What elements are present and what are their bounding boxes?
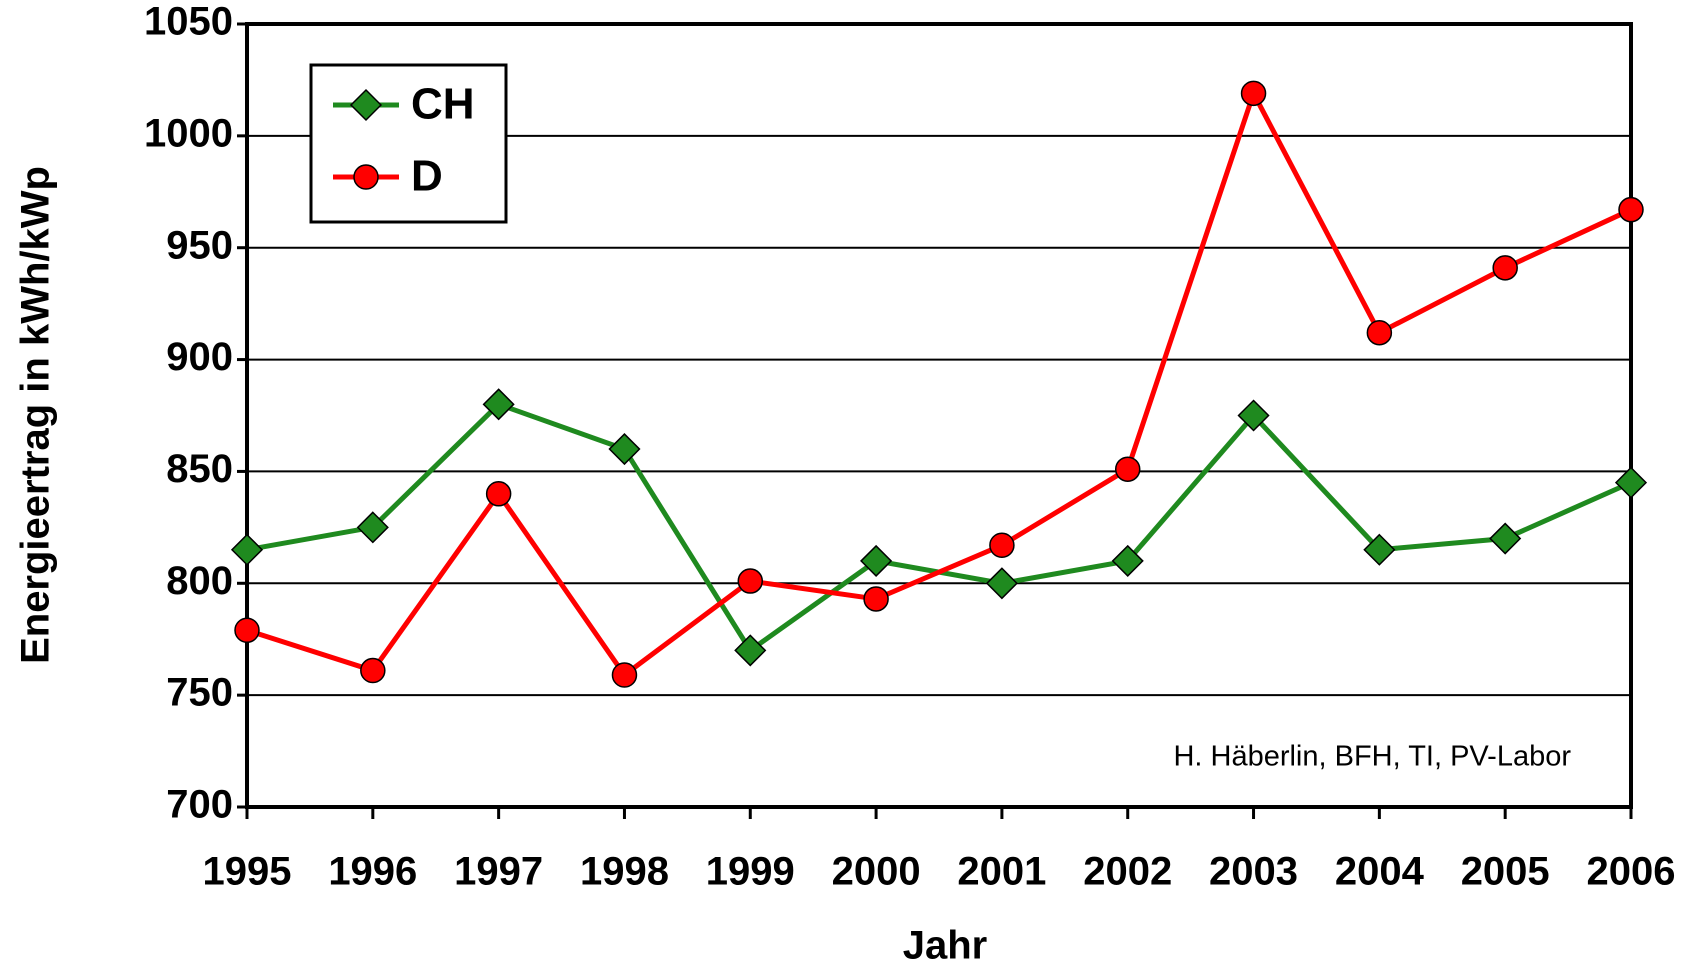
x-tick-label: 1997 [454,850,543,894]
data-point [1237,399,1270,432]
x-tick-label: 1998 [580,850,669,894]
data-point [356,511,389,544]
data-point [1614,466,1648,499]
data-point [1363,533,1396,566]
x-tick-label: 2002 [1083,850,1172,894]
legend-marker [349,88,383,122]
data-point [734,634,767,667]
data-point [230,533,264,566]
data-point [863,586,889,612]
series-line [246,401,1633,654]
data-point [360,657,386,684]
data-point [1618,196,1644,223]
legend-label: D [411,152,443,201]
y-tick-label: 900 [166,335,233,379]
data-point [985,567,1018,600]
x-tick-label: 2003 [1209,850,1298,894]
data-point [1366,319,1393,346]
plot-frame [245,22,1633,809]
y-axis-label: Energieertrag in kWh/kWp [14,166,58,664]
data-point [482,388,515,421]
y-tick-label: 700 [166,783,233,827]
x-tick-label: 2006 [1587,850,1676,894]
data-point [1240,80,1267,107]
data-point [989,532,1015,559]
x-tick-label: 2000 [832,850,921,894]
y-tick-label: 850 [166,447,233,491]
y-tick-label: 750 [166,671,233,715]
y-tick-label: 800 [166,559,233,603]
x-axis-label: Jahr [903,924,988,961]
y-tick-label: 1050 [144,0,233,44]
y-tick-label: 950 [166,223,233,267]
data-point [1111,544,1144,577]
data-point [860,544,893,577]
x-tick-label: 2005 [1461,850,1550,894]
legend-box [309,63,508,224]
data-point [485,481,512,507]
data-point [1492,255,1518,281]
data-point [608,432,641,466]
data-point [611,662,638,688]
data-point [737,568,764,594]
x-tick-label: 1995 [203,850,292,894]
series-line [246,87,1633,679]
x-tick-label: 2004 [1335,850,1425,894]
data-point [1489,522,1522,555]
y-tick-label: 1000 [144,111,233,155]
x-tick-label: 1996 [328,850,417,894]
x-tick-label: 2001 [957,850,1046,894]
legend-label: CH [411,80,475,129]
data-point [1114,456,1141,482]
annotation: H. Häberlin, BFH, TI, PV-Labor [1173,741,1571,773]
x-tick-label: 1999 [706,850,795,894]
data-point [234,617,260,644]
legend-marker [353,164,379,190]
